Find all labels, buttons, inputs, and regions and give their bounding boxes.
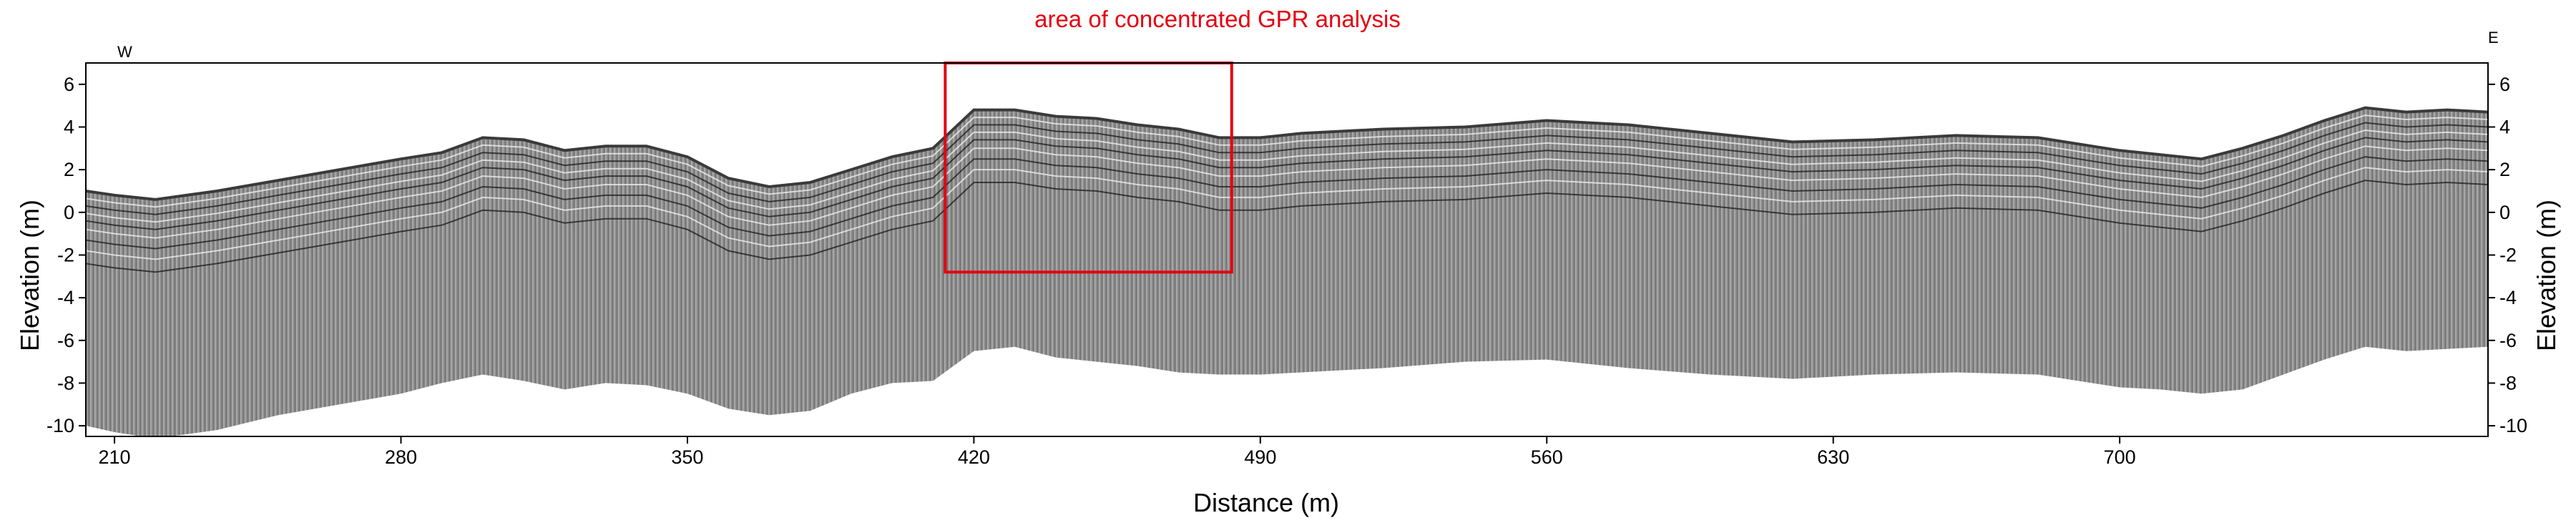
y-tick-label-left: -8 [57, 372, 74, 393]
corner-label-west: W [117, 43, 132, 61]
x-tick-label: 490 [1244, 446, 1276, 468]
y-axis-right: 6 4 2 0 -2 -4 -6 -8 -10 [2488, 74, 2527, 436]
y-tick-label-left: 4 [64, 116, 74, 137]
x-axis-title: Distance (m) [1193, 488, 1339, 517]
plot-frame [85, 62, 2489, 437]
y-tick-label-right: -6 [2499, 330, 2517, 351]
corner-label-east: E [2488, 29, 2499, 47]
surface-line [86, 106, 2488, 201]
x-axis: 210 280 350 420 490 560 630 700 [99, 436, 2136, 468]
radargram-fill [86, 107, 2488, 436]
y-tick-label-left: -2 [57, 244, 74, 265]
y-axis-left: 6 4 2 0 -2 -4 -6 -8 -10 [46, 74, 86, 436]
reflector-lines [86, 114, 2488, 273]
y-tick-label-left: -4 [57, 287, 74, 308]
x-tick-label: 210 [99, 446, 131, 468]
y-tick-label-left: 0 [64, 202, 74, 223]
y-tick-label-right: -4 [2499, 287, 2517, 308]
reflector-line [86, 122, 2488, 215]
x-tick-label: 630 [1817, 446, 1849, 468]
y-tick-label-right: 4 [2499, 116, 2510, 137]
x-tick-label: 420 [958, 446, 990, 468]
reflector-line [86, 137, 2488, 230]
y-tick-label-right: -10 [2499, 415, 2527, 436]
y-tick-label-left: 2 [64, 159, 74, 180]
annotation-label: area of concentrated GPR analysis [1034, 6, 1401, 32]
reflector-line [86, 167, 2488, 260]
y-tick-label-right: 0 [2499, 202, 2510, 223]
reflector-line [86, 129, 2488, 223]
x-tick-label: 560 [1531, 446, 1563, 468]
y-tick-label-right: 2 [2499, 159, 2510, 180]
y-tick-label-left: 6 [64, 74, 74, 95]
reflector-line [86, 156, 2488, 250]
x-tick-label: 350 [671, 446, 703, 468]
x-tick-label: 700 [2104, 446, 2136, 468]
y-axis-title-left: Elevation (m) [15, 200, 44, 351]
reflector-line [86, 145, 2488, 239]
y-tick-label-left: -10 [46, 415, 74, 436]
reflector-line [86, 114, 2488, 208]
y-tick-label-left: -6 [57, 330, 74, 351]
x-tick-label: 280 [385, 446, 417, 468]
plot-area [86, 106, 2488, 436]
y-tick-label-right: 6 [2499, 74, 2510, 95]
reflector-line [86, 180, 2488, 273]
y-axis-title-right: Elevation (m) [2532, 200, 2561, 351]
y-tick-label-right: -2 [2499, 244, 2517, 265]
y-tick-label-right: -8 [2499, 372, 2517, 393]
